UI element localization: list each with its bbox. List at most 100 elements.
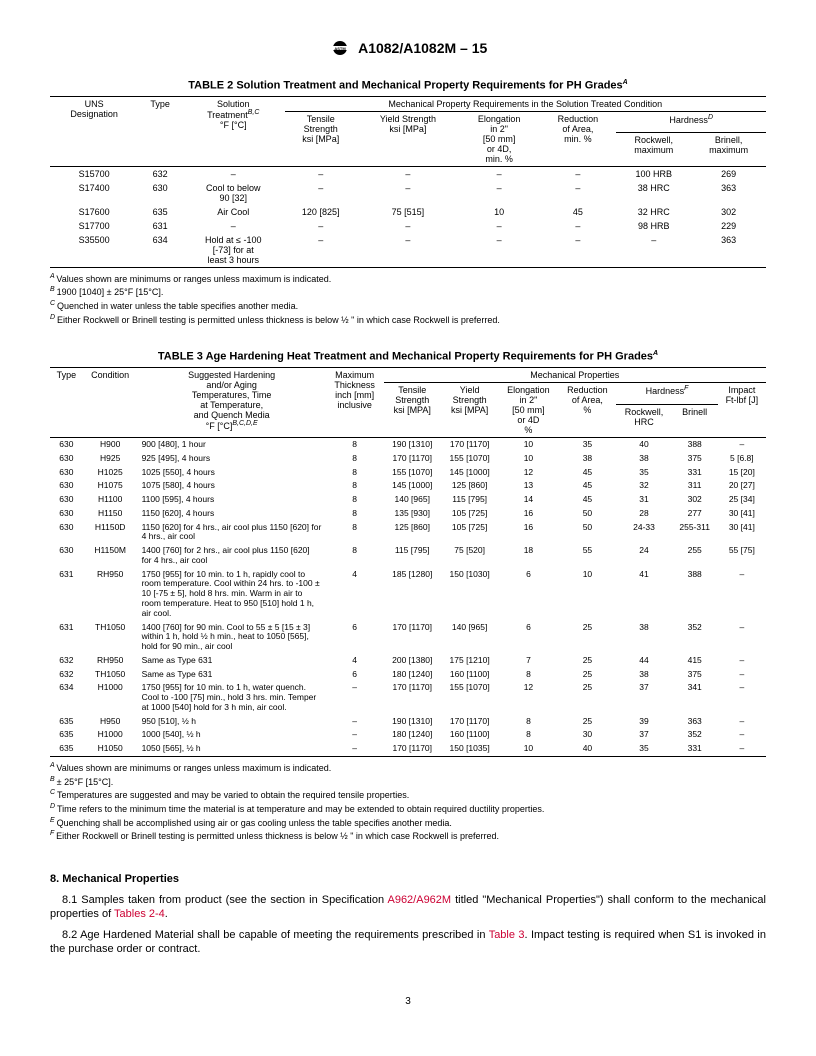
- table-cell: –: [718, 568, 766, 621]
- table-cell: 160 [1100]: [441, 668, 498, 682]
- table-cell: 8: [326, 452, 384, 466]
- table-cell: 10: [498, 452, 558, 466]
- table-cell: H1025: [83, 466, 138, 480]
- table-cell: H1150M: [83, 544, 138, 568]
- table-cell: 150 [1035]: [441, 742, 498, 756]
- table-cell: –: [459, 219, 539, 233]
- link-tables24[interactable]: Tables 2-4: [114, 908, 165, 920]
- t3-col-cond: Condition: [83, 368, 138, 438]
- table-cell: 75 [515]: [357, 205, 459, 219]
- table-cell: H1075: [83, 479, 138, 493]
- table-row: S17600635Air Cool120 [825]75 [515]104532…: [50, 205, 766, 219]
- table-cell: 635: [50, 728, 83, 742]
- table-cell: 35: [559, 438, 617, 452]
- table-cell: 12: [498, 681, 558, 714]
- table-cell: 10: [559, 568, 617, 621]
- table-row: 630H10251025 [550], 4 hours8155 [1070]14…: [50, 466, 766, 480]
- table-cell: 8: [326, 479, 384, 493]
- table-cell: H925: [83, 452, 138, 466]
- table-cell: 30 [41]: [718, 507, 766, 521]
- table-cell: 31: [616, 493, 671, 507]
- table-cell: 45: [559, 493, 617, 507]
- table-cell: 10: [459, 205, 539, 219]
- t3-col-type: Type: [50, 368, 83, 438]
- table-cell: Hold at ≤ -100 [-73] for at least 3 hour…: [182, 233, 285, 268]
- table-cell: 635: [50, 742, 83, 756]
- table-cell: 302: [672, 493, 718, 507]
- table-cell: 415: [672, 654, 718, 668]
- col-solution: Solution TreatmentB,C°F [°C]: [182, 96, 285, 166]
- table-cell: 352: [672, 621, 718, 654]
- table-cell: 634: [50, 681, 83, 714]
- table-cell: 302: [691, 205, 766, 219]
- table-cell: 105 [725]: [441, 521, 498, 545]
- table-cell: 630: [50, 466, 83, 480]
- table-cell: –: [357, 181, 459, 205]
- t3-col-reduction: Reduction of Area, %: [559, 383, 617, 438]
- table-cell: H1000: [83, 728, 138, 742]
- table-row: S35500634Hold at ≤ -100 [-73] for at lea…: [50, 233, 766, 268]
- table-cell: 363: [672, 715, 718, 729]
- table-row: 635H10001000 [540], ½ h–180 [1240]160 [1…: [50, 728, 766, 742]
- table-cell: 16: [498, 521, 558, 545]
- table-cell: 925 [495], 4 hours: [138, 452, 326, 466]
- table-row: 631TH10501400 [760] for 90 min. Cool to …: [50, 621, 766, 654]
- table-cell: S17600: [50, 205, 138, 219]
- table-cell: 18: [498, 544, 558, 568]
- table-cell: 175 [1210]: [441, 654, 498, 668]
- table-cell: –: [326, 681, 384, 714]
- table-cell: H1150D: [83, 521, 138, 545]
- table-cell: 28: [616, 507, 671, 521]
- table-cell: 155 [1070]: [441, 452, 498, 466]
- table-row: 630H925925 [495], 4 hours8170 [1170]155 …: [50, 452, 766, 466]
- table-cell: 255: [672, 544, 718, 568]
- table-cell: 634: [138, 233, 182, 268]
- table-cell: H900: [83, 438, 138, 452]
- table-cell: TH1050: [83, 621, 138, 654]
- table-cell: 44: [616, 654, 671, 668]
- table-cell: 1050 [565], ½ h: [138, 742, 326, 756]
- table-cell: 180 [1240]: [384, 668, 441, 682]
- table2-notes: A Values shown are minimums or ranges un…: [50, 272, 766, 327]
- t3-col-rockwell: Rockwell, HRC: [616, 404, 671, 438]
- table-cell: 45: [539, 205, 616, 219]
- table-cell: 180 [1240]: [384, 728, 441, 742]
- col-type: Type: [138, 96, 182, 166]
- table-cell: 6: [326, 621, 384, 654]
- table-cell: 38: [616, 621, 671, 654]
- footnote: A Values shown are minimums or ranges un…: [50, 272, 766, 286]
- table-cell: 950 [510], ½ h: [138, 715, 326, 729]
- link-a962[interactable]: A962/A962M: [387, 894, 451, 906]
- page-number: 3: [50, 996, 766, 1007]
- table-cell: 45: [559, 466, 617, 480]
- table3: Type Condition Suggested Hardening and/o…: [50, 367, 766, 757]
- table-cell: 8: [326, 507, 384, 521]
- table-cell: 30: [559, 728, 617, 742]
- table-cell: –: [718, 681, 766, 714]
- table-cell: 631: [50, 621, 83, 654]
- col-brinell: Brinell, maximum: [691, 133, 766, 167]
- table-row: 630H1150D1150 [620] for 4 hrs., air cool…: [50, 521, 766, 545]
- table-cell: 24-33: [616, 521, 671, 545]
- col-reduction: Reduction of Area, min. %: [539, 111, 616, 166]
- table-cell: 170 [1170]: [441, 438, 498, 452]
- table-cell: –: [285, 219, 357, 233]
- table-cell: –: [718, 742, 766, 756]
- footnote: E Quenching shall be accomplished using …: [50, 816, 766, 830]
- table-cell: –: [718, 621, 766, 654]
- table-cell: 135 [930]: [384, 507, 441, 521]
- table-cell: H1000: [83, 681, 138, 714]
- table-cell: 38 HRC: [616, 181, 691, 205]
- table-cell: 13: [498, 479, 558, 493]
- t3-span-mech: Mechanical Properties: [384, 368, 766, 383]
- table-cell: 170 [1170]: [384, 742, 441, 756]
- table-cell: 630: [138, 181, 182, 205]
- t3-col-brinell: Brinell: [672, 404, 718, 438]
- col-elong: Elongation in 2" [50 mm] or 4D, min. %: [459, 111, 539, 166]
- link-table3[interactable]: Table 3: [489, 929, 525, 941]
- table-cell: 10: [498, 438, 558, 452]
- table-cell: 331: [672, 742, 718, 756]
- col-yield: Yield Strength ksi [MPa]: [357, 111, 459, 166]
- table3-notes: A Values shown are minimums or ranges un…: [50, 761, 766, 843]
- table-cell: 190 [1310]: [384, 715, 441, 729]
